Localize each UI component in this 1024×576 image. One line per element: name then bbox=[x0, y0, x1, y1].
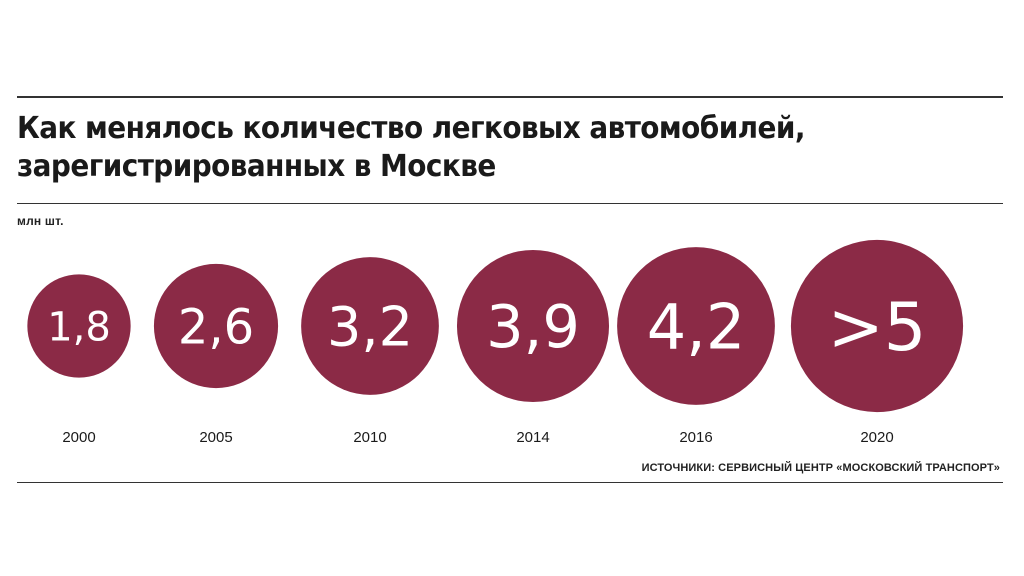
bubble-2000 bbox=[27, 274, 131, 378]
bubble-2005 bbox=[153, 263, 279, 389]
top-rule bbox=[17, 96, 1003, 98]
title-line-1: Как менялось количество легковых автомоб… bbox=[17, 111, 806, 146]
year-label-2014: 2014 bbox=[516, 429, 549, 446]
bubble-value-2016: 4,2 bbox=[647, 290, 746, 363]
source-note: ИСТОЧНИКИ: СЕРВИСНЫЙ ЦЕНТР «МОСКОВСКИЙ Т… bbox=[641, 462, 1000, 474]
year-label-2010: 2010 bbox=[353, 429, 386, 446]
bubble-2014 bbox=[456, 249, 610, 403]
bubble-2010 bbox=[301, 257, 439, 395]
bubble-2016 bbox=[617, 247, 775, 405]
bottom-rule bbox=[17, 482, 1003, 483]
chart-title: Как менялось количество легковых автомоб… bbox=[17, 110, 938, 186]
year-label-2005: 2005 bbox=[199, 429, 232, 446]
bubble-value-2014: 3,9 bbox=[486, 292, 580, 361]
bubble-value-2005: 2,6 bbox=[178, 299, 254, 355]
bubble-chart: 1,8 2000 2,6 2005 3,2 2010 3,9 2014 4,2 2016 >5 202… bbox=[27, 239, 964, 446]
unit-label: млн шт. bbox=[17, 214, 64, 228]
bubble-2020 bbox=[790, 239, 964, 413]
year-label-2016: 2016 bbox=[679, 429, 712, 446]
bubble-value-2010: 3,2 bbox=[327, 295, 413, 358]
title-line-2: зарегистрированных в Москве bbox=[17, 149, 496, 184]
year-label-2020: 2020 bbox=[860, 429, 893, 446]
bubble-value-2000: 1,8 bbox=[47, 304, 111, 350]
title-divider bbox=[17, 203, 1003, 204]
bubble-value-2020: >5 bbox=[828, 288, 927, 366]
year-label-2000: 2000 bbox=[62, 429, 95, 446]
